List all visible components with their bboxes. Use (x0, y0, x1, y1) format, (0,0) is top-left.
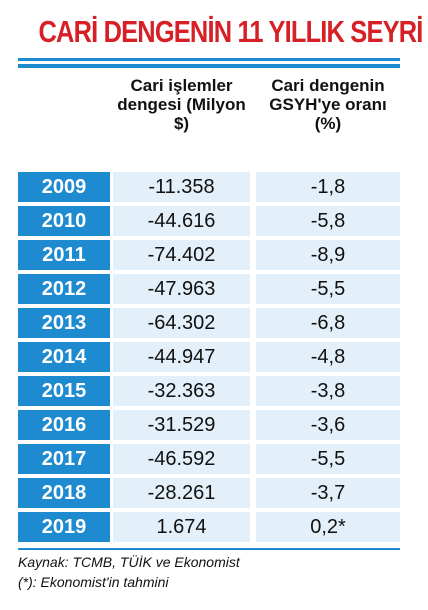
balance-cell: -11.358 (113, 172, 250, 202)
balance-cell: -31.529 (113, 410, 250, 440)
balance-cell: -74.402 (113, 240, 250, 270)
balance-cell: -64.302 (113, 308, 250, 338)
balance-cell: -46.592 (113, 444, 250, 474)
ratio-cell: -3,7 (256, 478, 400, 508)
ratio-cell: -5,8 (256, 206, 400, 236)
year-cell: 2010 (18, 206, 110, 236)
ratio-cell: 0,2* (256, 512, 400, 542)
balance-cell: -44.947 (113, 342, 250, 372)
ratio-cell: -1,8 (256, 172, 400, 202)
year-cell: 2016 (18, 410, 110, 440)
ratio-cell: -6,8 (256, 308, 400, 338)
year-cell: 2018 (18, 478, 110, 508)
rule (18, 64, 400, 68)
year-cell: 2011 (18, 240, 110, 270)
column-header: Cari dengenin GSYH'ye oranı (%) (269, 76, 387, 133)
year-cell: 2013 (18, 308, 110, 338)
year-cell: 2019 (18, 512, 110, 542)
ratio-cell: -3,6 (256, 410, 400, 440)
ratio-cell: -8,9 (256, 240, 400, 270)
year-cell: 2014 (18, 342, 110, 372)
footnote: (*): Ekonomist'in tahmini (18, 574, 169, 590)
balance-cell: -32.363 (113, 376, 250, 406)
title: CARİ DENGENİN 11 YILLIK SEYRİ (38, 14, 424, 49)
column-header: Cari işlemler dengesi (Milyon $) (117, 76, 246, 133)
rule (18, 58, 400, 61)
year-cell: 2015 (18, 376, 110, 406)
ratio-cell: -5,5 (256, 274, 400, 304)
year-cell: 2012 (18, 274, 110, 304)
year-cell: 2009 (18, 172, 110, 202)
rule (18, 548, 400, 550)
ratio-cell: -3,8 (256, 376, 400, 406)
ratio-cell: -4,8 (256, 342, 400, 372)
source-note: Kaynak: TCMB, TÜİK ve Ekonomist (18, 554, 240, 570)
ratio-cell: -5,5 (256, 444, 400, 474)
balance-cell: -47.963 (113, 274, 250, 304)
balance-cell: 1.674 (113, 512, 250, 542)
balance-cell: -28.261 (113, 478, 250, 508)
balance-cell: -44.616 (113, 206, 250, 236)
year-cell: 2017 (18, 444, 110, 474)
